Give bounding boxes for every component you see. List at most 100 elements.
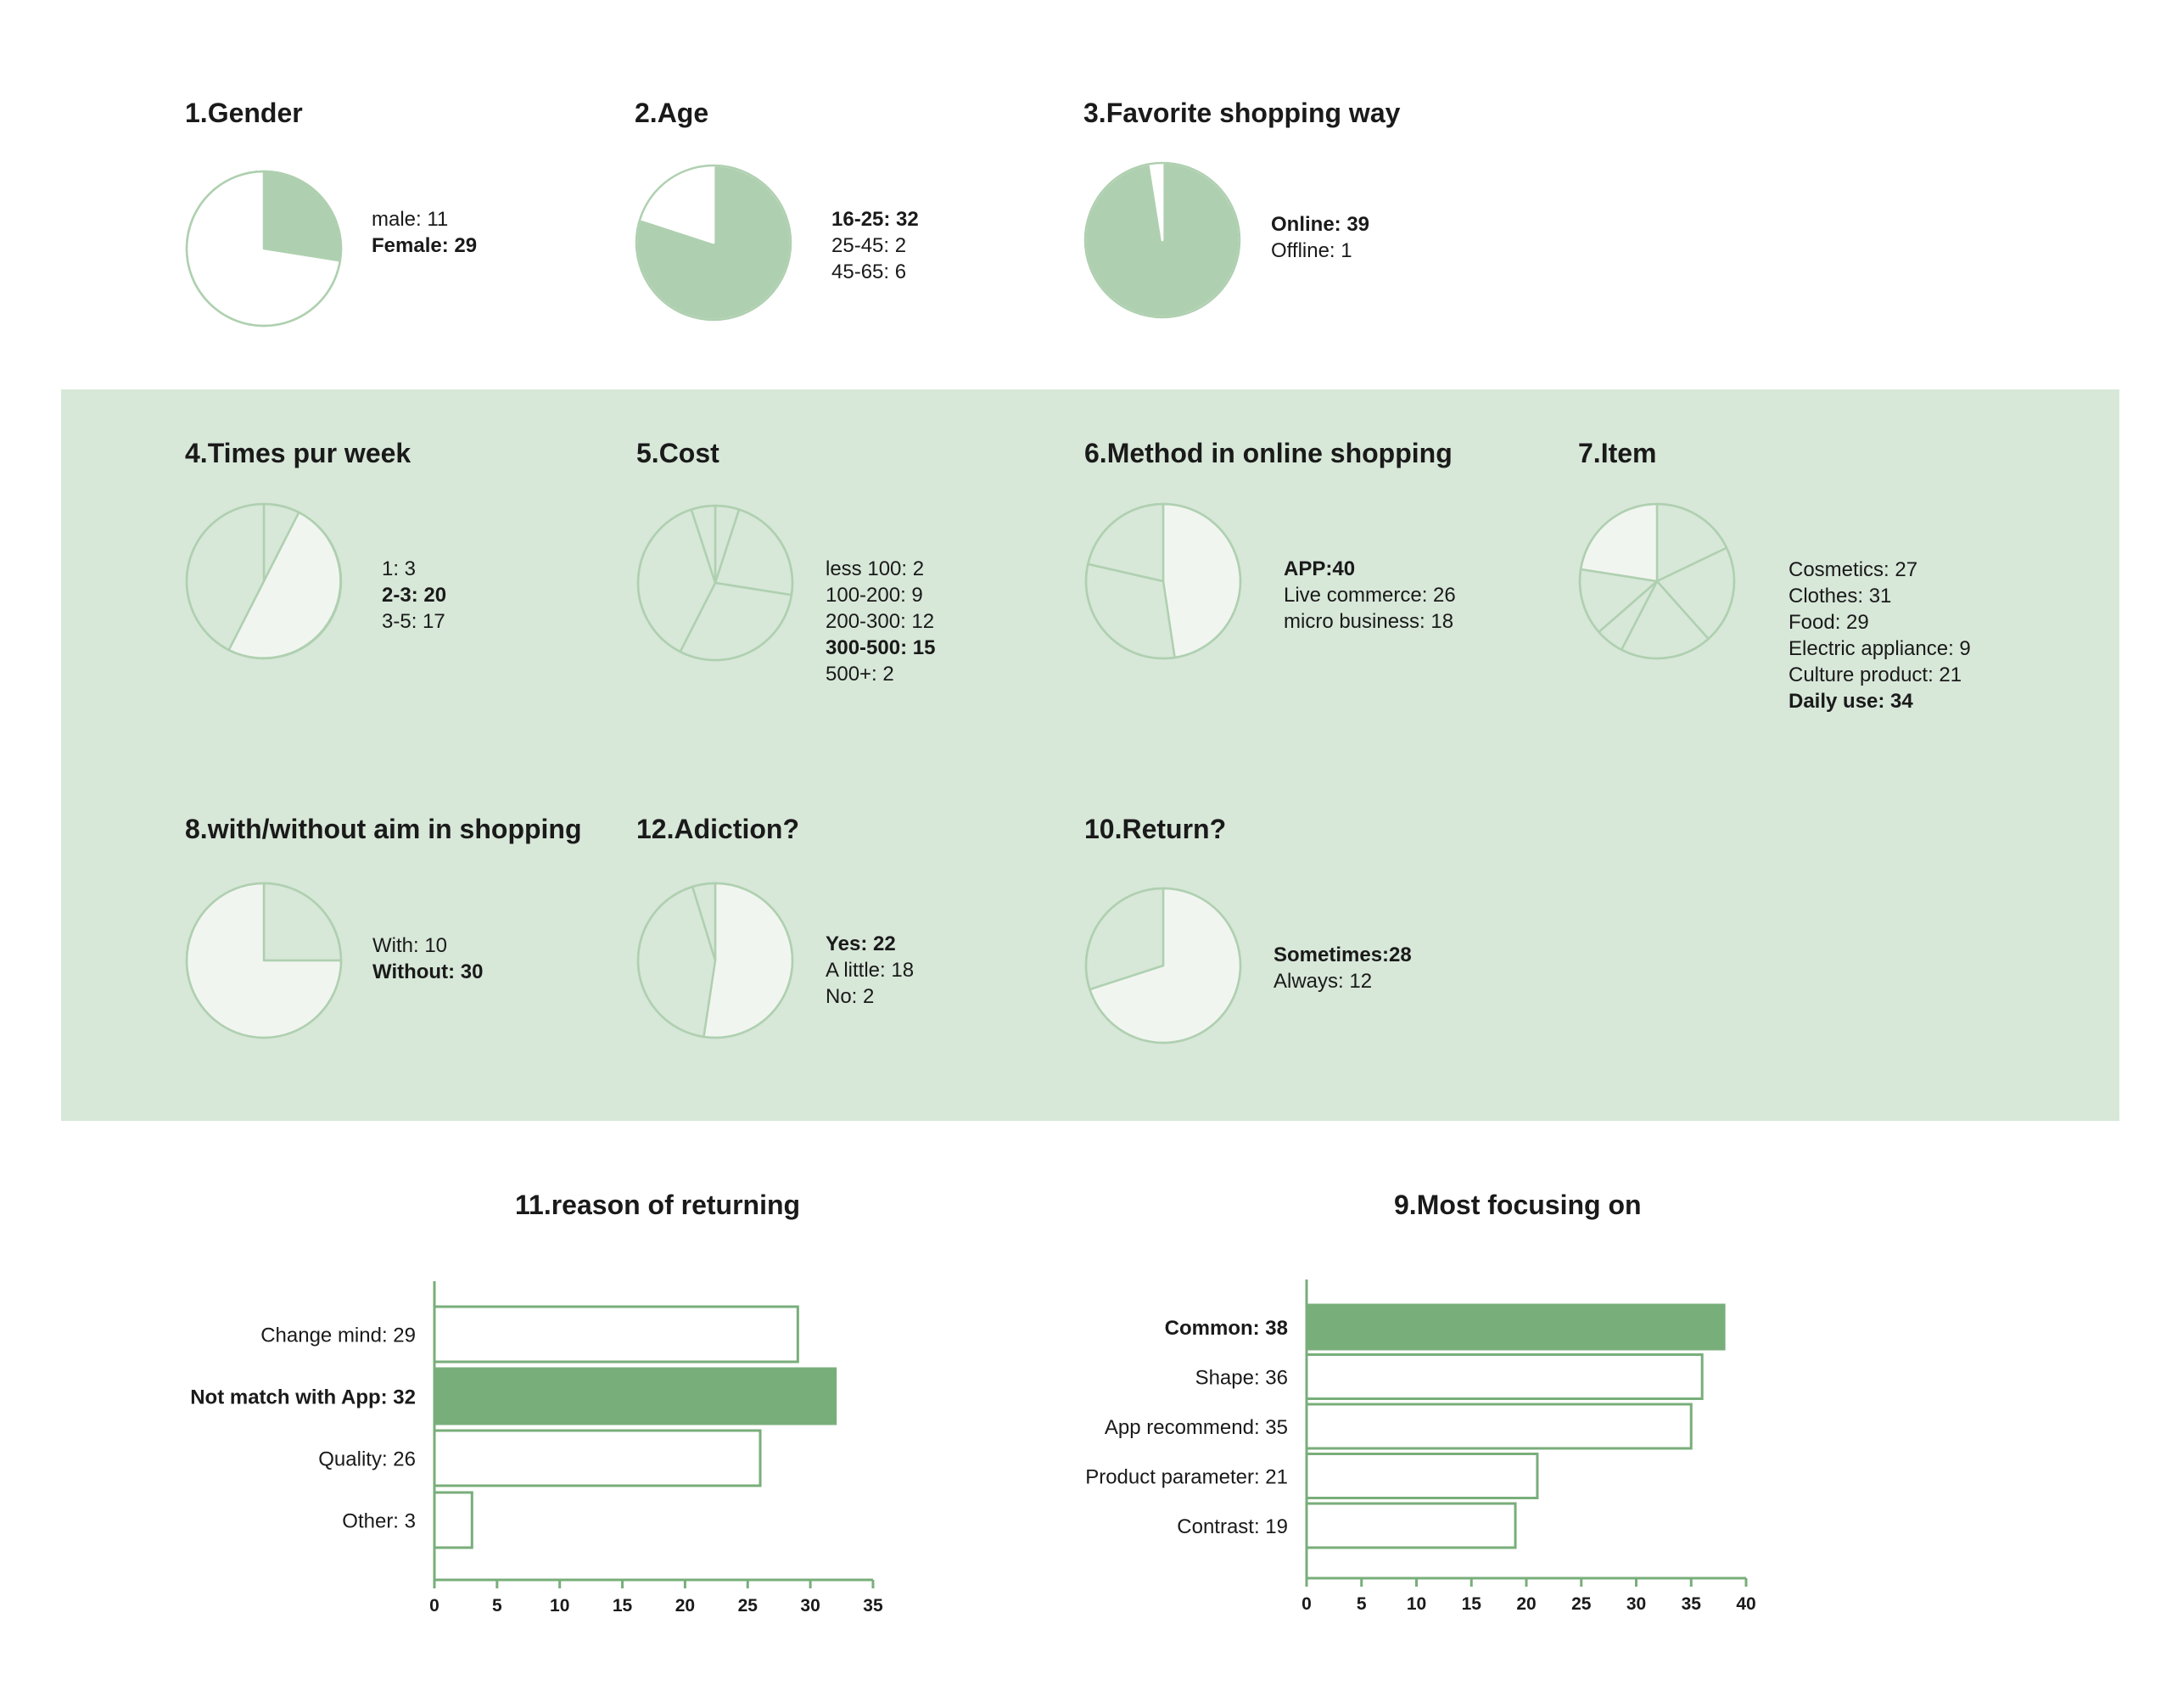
times-per-week-legend: 1: 3 2-3: 20 3-5: 17 (382, 556, 446, 635)
x-tick-label: 10 (550, 1596, 569, 1616)
legend-entry: 500+: 2 (826, 663, 894, 686)
method-pie (1084, 502, 1242, 660)
item-legend: Cosmetics: 27 Clothes: 31 Food: 29 Electric… (1789, 557, 1971, 714)
pie-slice (262, 882, 343, 962)
chart-title: 5.Cost (636, 438, 719, 468)
legend-entry: Culture product: 21 (1789, 664, 1962, 686)
legend-entry: Live commerce: 26 (1284, 584, 1456, 607)
reasons-bar-chart: Change mind: 29 Not match with App: 32 Qua… (190, 1281, 883, 1616)
pie-outline (1578, 502, 1736, 660)
chart-title: 12.Adiction? (636, 814, 800, 844)
legend-entry: Female: 29 (372, 234, 478, 257)
pie-slice (1162, 502, 1242, 659)
legend-entry: 200-300: 12 (826, 610, 935, 633)
pie-slice (703, 882, 794, 1039)
legend-entry: Daily use: 34 (1789, 690, 1913, 713)
pie-outline (635, 164, 792, 322)
chart-title: 3.Favorite shopping way (1083, 98, 1401, 128)
addiction-legend: Yes: 22 A little: 18 No: 2 (826, 931, 914, 1010)
legend-entry: micro business: 18 (1284, 610, 1454, 633)
x-tick-label: 40 (1736, 1594, 1755, 1614)
chart-title: 10.Return? (1084, 814, 1227, 844)
return-legend: Sometimes:28 Always: 12 (1274, 942, 1412, 994)
pie-slice (262, 170, 343, 262)
survey-results-band (61, 389, 2119, 1121)
legend-entry: Yes: 22 (826, 932, 896, 955)
pie-outline (1084, 887, 1242, 1044)
x-tick-label: 5 (492, 1596, 502, 1616)
age-pie (635, 164, 792, 322)
pie-outline (185, 502, 343, 660)
category-label: Quality: 26 (318, 1448, 416, 1471)
reasons-chart-title: 11.reason of returning (515, 1190, 801, 1220)
bar (1305, 1353, 1704, 1400)
method-legend: APP:40 Live commerce: 26 micro business: 1… (1284, 556, 1456, 635)
legend-entry: With: 10 (372, 934, 448, 957)
shopping-way-pie (1083, 161, 1241, 319)
category-label: Common: 38 (1165, 1317, 1288, 1340)
chart-title: 7.Item (1578, 438, 1657, 468)
x-tick-label: 25 (738, 1596, 759, 1616)
category-label: Change mind: 29 (260, 1324, 416, 1347)
category-label: Other: 3 (342, 1510, 416, 1533)
x-tick-label: 20 (675, 1596, 695, 1616)
legend-entry: Always: 12 (1274, 970, 1373, 993)
legend-entry: Cosmetics: 27 (1789, 558, 1918, 581)
category-label: Not match with App: 32 (190, 1386, 416, 1409)
legend-entry: 300-500: 15 (826, 636, 936, 659)
aim-pie (185, 882, 343, 1039)
chart-title: 2.Age (635, 98, 709, 128)
legend-entry: 25-45: 2 (831, 234, 907, 257)
x-tick-label: 5 (1357, 1594, 1367, 1614)
legend-entry: Electric appliance: 9 (1789, 637, 1971, 660)
legend-entry: 3-5: 17 (382, 610, 445, 633)
x-tick-label: 15 (613, 1596, 633, 1616)
shopping-way-legend: Online: 39 Offline: 1 (1271, 211, 1369, 264)
legend-entry: 1: 3 (382, 557, 417, 580)
legend-entry: APP:40 (1284, 557, 1356, 580)
bar (1305, 1453, 1539, 1499)
bar (433, 1305, 799, 1364)
legend-entry: 16-25: 32 (831, 208, 919, 231)
x-tick-label: 35 (1682, 1594, 1702, 1614)
pie-outline (1084, 502, 1242, 660)
aim-legend: With: 10 Without: 30 (372, 932, 483, 985)
x-tick-label: 35 (863, 1596, 883, 1616)
category-label: App recommend: 35 (1105, 1416, 1288, 1439)
pie-outline (636, 504, 794, 662)
chart-title: 6.Method in online shopping (1084, 438, 1453, 468)
pie-outline (636, 882, 794, 1039)
legend-entry: 2-3: 20 (382, 584, 447, 607)
times-per-week-pie (185, 502, 343, 660)
legend-entry: Clothes: 31 (1789, 585, 1892, 608)
x-tick-label: 15 (1462, 1594, 1482, 1614)
bar (1305, 1403, 1693, 1450)
legend-entry: No: 2 (826, 985, 875, 1008)
chart-title: 1.Gender (185, 98, 303, 128)
gender-legend: male: 11 Female: 29 (372, 206, 477, 259)
legend-entry: male: 11 (372, 208, 449, 231)
bar (1305, 1303, 1726, 1351)
legend-entry: 45-65: 6 (831, 260, 907, 283)
pie-slice (1579, 502, 1659, 583)
bar (433, 1367, 837, 1425)
legend-entry: 100-200: 9 (826, 584, 923, 607)
category-label: Shape: 36 (1195, 1367, 1288, 1390)
legend-entry: Offline: 1 (1271, 239, 1352, 262)
x-tick-label: 30 (800, 1596, 820, 1616)
chart-title: 8.with/without aim in shopping (185, 814, 582, 844)
legend-entry: Sometimes:28 (1274, 944, 1412, 966)
chart-title: 4.Times pur week (185, 438, 411, 468)
x-tick-label: 20 (1516, 1594, 1536, 1614)
focus-chart-title: 9.Most focusing on (1394, 1190, 1642, 1220)
return-pie (1084, 887, 1242, 1044)
category-label: Product parameter: 21 (1085, 1466, 1288, 1489)
age-legend: 16-25: 32 25-45: 2 45-65: 6 (831, 206, 919, 285)
legend-entry: less 100: 2 (826, 557, 925, 580)
pie-outline (185, 170, 343, 328)
cost-pie (636, 504, 794, 662)
bar (433, 1491, 473, 1549)
legend-entry: A little: 18 (826, 959, 915, 982)
x-tick-label: 0 (429, 1596, 439, 1616)
bar (1305, 1502, 1517, 1549)
